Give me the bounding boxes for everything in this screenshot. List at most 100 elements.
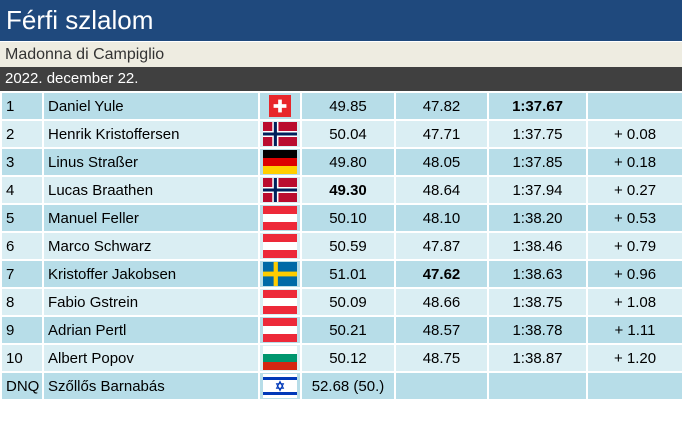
athlete: Fabio Gstrein	[42, 287, 260, 317]
run-1: 52.68 (50.)	[300, 371, 396, 401]
athlete: Daniel Yule	[42, 91, 260, 121]
results-table: 1 Daniel Yule 49.85 47.82 1:37.67 2 Henrik Kri…	[0, 91, 682, 401]
rank: 1	[0, 91, 44, 121]
flag	[263, 346, 297, 370]
flag-cell	[258, 315, 302, 345]
flag	[263, 122, 297, 146]
run-1: 50.04	[300, 119, 396, 149]
run-2: 48.10	[394, 203, 489, 233]
rank: 4	[0, 175, 44, 205]
flag-cell	[258, 343, 302, 373]
rank: 7	[0, 259, 44, 289]
run-1: 49.85	[300, 91, 396, 121]
flag-cell	[258, 147, 302, 177]
athlete: Marco Schwarz	[42, 231, 260, 261]
run-2: 48.75	[394, 343, 489, 373]
result-row: 5 Manuel Feller 50.10 48.10 1:38.20 + 0.53	[0, 203, 682, 233]
rank: 10	[0, 343, 44, 373]
total: 1:38.75	[487, 287, 588, 317]
flag	[263, 178, 297, 202]
run-1: 50.59	[300, 231, 396, 261]
run-2: 48.05	[394, 147, 489, 177]
run-2	[394, 371, 489, 401]
flag	[263, 262, 297, 286]
athlete: Albert Popov	[42, 343, 260, 373]
result-row: 4 Lucas Braathen 49.30 48.64 1:37.94 + 0.27	[0, 175, 682, 205]
result-row: 10 Albert Popov 50.12 48.75 1:38.87 + 1.20	[0, 343, 682, 373]
flag	[263, 206, 297, 230]
gap: + 1.20	[586, 343, 682, 373]
flag-cell	[258, 259, 302, 289]
run-1: 49.30	[300, 175, 396, 205]
gap: + 0.08	[586, 119, 682, 149]
athlete: Adrian Pertl	[42, 315, 260, 345]
rank: 8	[0, 287, 44, 317]
rank: 3	[0, 147, 44, 177]
athlete: Linus Straßer	[42, 147, 260, 177]
athlete: Kristoffer Jakobsen	[42, 259, 260, 289]
run-2: 47.62	[394, 259, 489, 289]
flag-cell	[258, 287, 302, 317]
rank: DNQ	[0, 371, 44, 401]
result-row: 9 Adrian Pertl 50.21 48.57 1:38.78 + 1.11	[0, 315, 682, 345]
flag	[263, 290, 297, 314]
gap: + 1.08	[586, 287, 682, 317]
athlete: Manuel Feller	[42, 203, 260, 233]
result-row: 3 Linus Straßer 49.80 48.05 1:37.85 + 0.18	[0, 147, 682, 177]
gap: + 1.11	[586, 315, 682, 345]
gap: + 0.27	[586, 175, 682, 205]
athlete: Henrik Kristoffersen	[42, 119, 260, 149]
rank: 9	[0, 315, 44, 345]
run-2: 47.87	[394, 231, 489, 261]
flag-cell	[258, 203, 302, 233]
run-1: 51.01	[300, 259, 396, 289]
gap	[586, 371, 682, 401]
result-row: 1 Daniel Yule 49.85 47.82 1:37.67	[0, 91, 682, 121]
run-2: 47.82	[394, 91, 489, 121]
athlete: Szőllős Barnabás	[42, 371, 260, 401]
rank: 6	[0, 231, 44, 261]
gap: + 0.18	[586, 147, 682, 177]
run-2: 48.57	[394, 315, 489, 345]
venue: Madonna di Campiglio	[0, 41, 682, 67]
total	[487, 371, 588, 401]
flag	[263, 234, 297, 258]
result-row: 2 Henrik Kristoffersen 50.04 47.71 1:37.75 + …	[0, 119, 682, 149]
run-2: 48.66	[394, 287, 489, 317]
gap: + 0.96	[586, 259, 682, 289]
result-row: DNQ Szőllős Barnabás 52.68 (50.)	[0, 371, 682, 401]
total: 1:38.20	[487, 203, 588, 233]
total: 1:37.85	[487, 147, 588, 177]
date: 2022. december 22.	[0, 67, 682, 91]
result-row: 7 Kristoffer Jakobsen 51.01 47.62 1:38.63 + 0…	[0, 259, 682, 289]
rank: 5	[0, 203, 44, 233]
total: 1:38.46	[487, 231, 588, 261]
total: 1:38.87	[487, 343, 588, 373]
run-1: 50.12	[300, 343, 396, 373]
flag-cell	[258, 175, 302, 205]
flag	[263, 150, 297, 174]
run-2: 47.71	[394, 119, 489, 149]
result-row: 8 Fabio Gstrein 50.09 48.66 1:38.75 + 1.08	[0, 287, 682, 317]
total: 1:38.78	[487, 315, 588, 345]
flag	[263, 318, 297, 342]
total: 1:38.63	[487, 259, 588, 289]
title: Férfi szlalom	[0, 0, 682, 41]
athlete: Lucas Braathen	[42, 175, 260, 205]
flag-cell	[258, 231, 302, 261]
run-1: 50.21	[300, 315, 396, 345]
flag	[263, 374, 297, 398]
rank: 2	[0, 119, 44, 149]
run-2: 48.64	[394, 175, 489, 205]
flag	[269, 95, 291, 117]
gap: + 0.79	[586, 231, 682, 261]
run-1: 49.80	[300, 147, 396, 177]
flag-cell	[258, 91, 302, 121]
result-row: 6 Marco Schwarz 50.59 47.87 1:38.46 + 0.79	[0, 231, 682, 261]
flag-cell	[258, 119, 302, 149]
total: 1:37.67	[487, 91, 588, 121]
total: 1:37.75	[487, 119, 588, 149]
run-1: 50.09	[300, 287, 396, 317]
gap: + 0.53	[586, 203, 682, 233]
